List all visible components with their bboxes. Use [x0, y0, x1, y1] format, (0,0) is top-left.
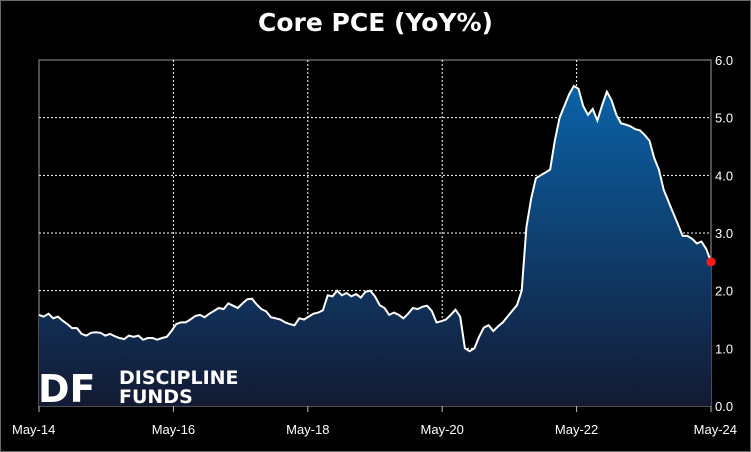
y-tick-label: 4.0 [715, 168, 733, 183]
logo-line1: DISCIPLINE [119, 367, 239, 389]
y-axis-ticks: 0.0 1.0 2.0 3.0 4.0 5.0 6.0 [715, 53, 733, 414]
last-value-marker [706, 257, 716, 267]
discipline-funds-logo: DF DISCIPLINE FUNDS [38, 367, 239, 411]
y-tick-label: 0.0 [715, 399, 733, 414]
y-tick-label: 1.0 [715, 341, 733, 356]
x-tick-label: May-14 [12, 422, 55, 437]
x-tick-label: May-22 [555, 422, 598, 437]
area-fill [39, 86, 711, 406]
x-tick-label: May-24 [694, 422, 737, 437]
x-tick-label: May-20 [421, 422, 464, 437]
series-line [38, 84, 712, 353]
chart-title: Core PCE (YoY%) [258, 8, 493, 37]
y-tick-label: 5.0 [715, 111, 733, 126]
y-tick-label: 2.0 [715, 284, 733, 299]
y-tick-label: 3.0 [715, 226, 733, 241]
x-tick-label: May-16 [152, 422, 195, 437]
y-tick-label: 6.0 [715, 53, 733, 68]
x-axis-ticks: May-14 May-16 May-18 May-20 May-22 May-24 [12, 406, 737, 437]
logo-mark: DF [38, 367, 96, 411]
logo-line2: FUNDS [119, 386, 193, 408]
x-tick-label: May-18 [286, 422, 329, 437]
